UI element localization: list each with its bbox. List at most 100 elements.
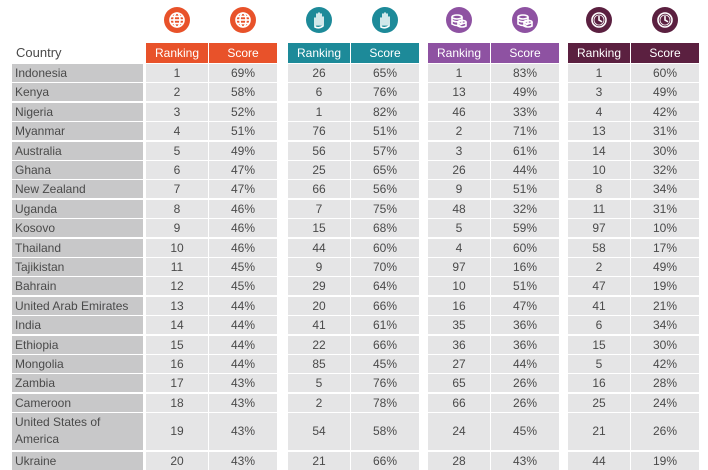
score-cell: 66%: [351, 451, 419, 470]
ranking-cell: 15: [288, 219, 350, 238]
ranking-cell: 25: [568, 393, 630, 412]
ranking-cell: 16: [146, 355, 208, 373]
country-cell: United States of America: [12, 413, 143, 451]
ranking-cell: 85: [288, 355, 350, 373]
score-cell: 46%: [209, 219, 277, 238]
ranking-column-header: Ranking: [288, 43, 350, 63]
clock-icon: [586, 7, 612, 33]
country-cell: Uganda: [12, 199, 143, 218]
ranking-cell: 9: [428, 180, 490, 199]
ranking-cell: 6: [288, 83, 350, 102]
country-cell: Kosovo: [12, 219, 143, 238]
raised-hand-icon: [372, 7, 398, 33]
ranking-cell: 3: [568, 83, 630, 102]
score-cell: 61%: [491, 141, 559, 160]
score-cell: 44%: [209, 316, 277, 335]
score-cell: 47%: [209, 161, 277, 179]
score-cell: 30%: [631, 141, 699, 160]
score-column-header: Score: [351, 43, 419, 63]
ranking-cell: 8: [146, 199, 208, 218]
ranking-cell: 36: [428, 335, 490, 354]
country-cell: Ethiopia: [12, 335, 143, 354]
score-cell: 61%: [351, 316, 419, 335]
ranking-cell: 20: [288, 296, 350, 315]
ranking-column-header: Ranking: [568, 43, 630, 63]
ranking-cell: 41: [568, 296, 630, 315]
score-cell: 31%: [631, 122, 699, 141]
ranking-cell: 11: [146, 258, 208, 276]
score-cell: 31%: [631, 199, 699, 218]
clock-icon: [652, 7, 678, 33]
ranking-cell: 41: [288, 316, 350, 335]
ranking-cell: 28: [428, 451, 490, 470]
score-cell: 51%: [351, 122, 419, 141]
score-cell: 60%: [631, 64, 699, 82]
score-cell: 76%: [351, 83, 419, 102]
score-cell: 34%: [631, 180, 699, 199]
ranking-cell: 1: [428, 64, 490, 82]
score-cell: 76%: [351, 374, 419, 393]
score-cell: 26%: [491, 393, 559, 412]
country-cell: United Arab Emirates: [12, 296, 143, 315]
country-cell: Thailand: [12, 238, 143, 257]
ranking-cell: 26: [428, 161, 490, 179]
ranking-cell: 15: [568, 335, 630, 354]
globe-icon: [230, 7, 256, 33]
score-cell: 44%: [209, 355, 277, 373]
ranking-cell: 13: [568, 122, 630, 141]
score-cell: 33%: [491, 102, 559, 121]
ranking-cell: 58: [568, 238, 630, 257]
score-cell: 43%: [209, 393, 277, 412]
country-cell: Mongolia: [12, 355, 143, 373]
ranking-cell: 1: [288, 102, 350, 121]
globe-icon: [164, 7, 190, 33]
score-cell: 16%: [491, 258, 559, 276]
score-cell: 75%: [351, 199, 419, 218]
country-cell: Tajikistan: [12, 258, 143, 276]
score-cell: 44%: [209, 335, 277, 354]
score-cell: 60%: [491, 238, 559, 257]
ranking-cell: 16: [428, 296, 490, 315]
score-cell: 52%: [209, 102, 277, 121]
ranking-cell: 44: [288, 238, 350, 257]
score-cell: 68%: [351, 219, 419, 238]
score-column-header: Score: [209, 43, 277, 63]
ranking-cell: 3: [146, 102, 208, 121]
ranking-cell: 97: [428, 258, 490, 276]
ranking-cell: 16: [568, 374, 630, 393]
ranking-cell: 44: [568, 451, 630, 470]
ranking-cell: 5: [288, 374, 350, 393]
score-cell: 69%: [209, 64, 277, 82]
score-cell: 45%: [209, 258, 277, 276]
coins-icon: [512, 7, 538, 33]
ranking-cell: 15: [146, 335, 208, 354]
score-cell: 70%: [351, 258, 419, 276]
score-cell: 51%: [491, 180, 559, 199]
score-cell: 19%: [631, 277, 699, 296]
ranking-cell: 24: [428, 413, 490, 451]
ranking-cell: 29: [288, 277, 350, 296]
ranking-cell: 20: [146, 451, 208, 470]
score-cell: 60%: [351, 238, 419, 257]
ranking-cell: 35: [428, 316, 490, 335]
score-cell: 17%: [631, 238, 699, 257]
ranking-cell: 5: [568, 355, 630, 373]
score-cell: 78%: [351, 393, 419, 412]
score-cell: 57%: [351, 141, 419, 160]
country-column-header: Country: [16, 45, 62, 60]
raised-hand-icon: [306, 7, 332, 33]
score-cell: 49%: [631, 83, 699, 102]
score-cell: 43%: [209, 374, 277, 393]
ranking-cell: 21: [288, 451, 350, 470]
country-cell: Australia: [12, 141, 143, 160]
ranking-cell: 66: [428, 393, 490, 412]
score-column-header: Score: [491, 43, 559, 63]
ranking-cell: 6: [568, 316, 630, 335]
score-cell: 59%: [491, 219, 559, 238]
ranking-cell: 10: [146, 238, 208, 257]
score-cell: 43%: [491, 451, 559, 470]
score-cell: 66%: [351, 296, 419, 315]
ranking-cell: 66: [288, 180, 350, 199]
score-cell: 66%: [351, 335, 419, 354]
country-cell: Zambia: [12, 374, 143, 393]
